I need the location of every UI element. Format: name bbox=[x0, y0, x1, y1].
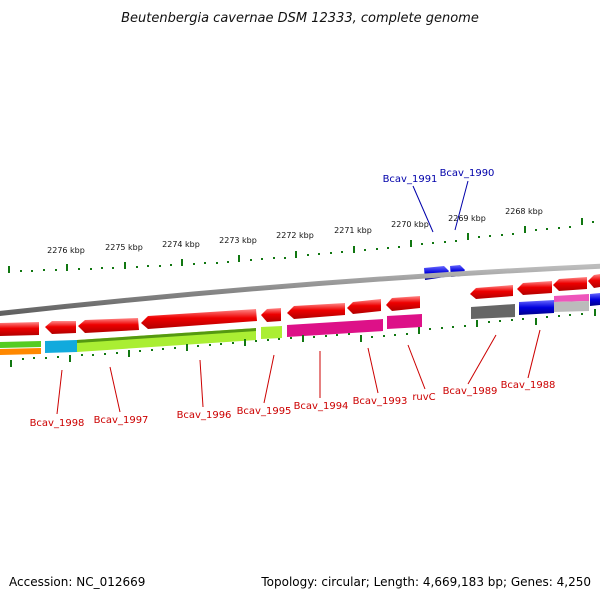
bar-magenta-b bbox=[387, 314, 422, 329]
kbp-label: 2273 kbp bbox=[219, 236, 257, 245]
gene-label[interactable]: Bcav_1988 bbox=[501, 380, 556, 391]
gene-labels-above: Bcav_1991 Bcav_1990 bbox=[383, 168, 495, 185]
kbp-label: 2276 kbp bbox=[47, 246, 85, 255]
gene-label[interactable]: Bcav_1993 bbox=[353, 396, 408, 407]
gene-bcav-1988-red-b[interactable] bbox=[553, 277, 587, 291]
kbp-label: 2268 kbp bbox=[505, 207, 543, 216]
bar-blue-edge bbox=[590, 293, 600, 306]
bar-cyan bbox=[45, 340, 77, 353]
kbp-label: 2272 kbp bbox=[276, 231, 314, 240]
scale-ticks-lower bbox=[10, 309, 596, 367]
bar-lime-edge bbox=[77, 328, 256, 343]
bar-grey bbox=[471, 304, 515, 319]
gene-ruvc-red[interactable] bbox=[386, 296, 420, 311]
gene-bcav-1997-red[interactable] bbox=[45, 321, 76, 334]
bar-pink bbox=[554, 294, 589, 302]
gene-label[interactable]: Bcav_1998 bbox=[30, 418, 85, 429]
gene-label[interactable]: Bcav_1995 bbox=[237, 406, 292, 417]
bar-orange-left bbox=[0, 348, 41, 355]
gene-bcav-1996-red-b[interactable] bbox=[141, 309, 257, 329]
function-bars bbox=[0, 293, 600, 355]
gene-label[interactable]: Bcav_1996 bbox=[177, 410, 232, 421]
bar-lime-b bbox=[261, 326, 282, 339]
accession-text: Accession: NC_012669 bbox=[9, 575, 145, 589]
bar-blue bbox=[519, 300, 554, 315]
kbp-label: 2271 kbp bbox=[334, 226, 372, 235]
bar-green-left bbox=[0, 341, 41, 348]
bar-magenta-a bbox=[287, 319, 383, 337]
scale-labels: 2276 kbp 2275 kbp 2274 kbp 2273 kbp 2272… bbox=[47, 207, 543, 255]
gene-bcav-1998[interactable] bbox=[0, 322, 39, 336]
gene-label[interactable]: Bcav_1991 bbox=[383, 174, 438, 185]
gene-label[interactable]: ruvC bbox=[412, 392, 435, 403]
gene-bcav-1988-red-a[interactable] bbox=[517, 281, 552, 295]
reverse-genes bbox=[0, 274, 600, 336]
leader-lines-below bbox=[56, 329, 541, 415]
leader-lines-above bbox=[412, 180, 469, 233]
gene-bcav-1996-red-a[interactable] bbox=[78, 318, 139, 333]
gene-label[interactable]: Bcav_1989 bbox=[443, 386, 498, 397]
kbp-label: 2270 kbp bbox=[391, 220, 429, 229]
gene-bcav-1993-red[interactable] bbox=[347, 299, 381, 314]
kbp-label: 2274 kbp bbox=[162, 240, 200, 249]
kbp-label: 2275 kbp bbox=[105, 243, 143, 252]
map-title: Beutenbergia cavernae DSM 12333, complet… bbox=[121, 11, 479, 26]
genome-backbone bbox=[0, 263, 600, 316]
gene-bcav-1994-red[interactable] bbox=[287, 303, 345, 319]
gene-label[interactable]: Bcav_1997 bbox=[94, 415, 149, 426]
topology-text: Topology: circular; Length: 4,669,183 bp… bbox=[260, 575, 591, 589]
gene-label[interactable]: Bcav_1994 bbox=[294, 401, 349, 412]
gene-labels-below: Bcav_1998 Bcav_1997 Bcav_1996 Bcav_1995 … bbox=[30, 380, 556, 429]
gene-label[interactable]: Bcav_1990 bbox=[440, 168, 495, 179]
gene-bcav-1989-red[interactable] bbox=[470, 285, 513, 299]
bar-light-grey bbox=[554, 301, 589, 312]
gene-bcav-1995-red[interactable] bbox=[261, 308, 281, 322]
kbp-label: 2269 kbp bbox=[448, 214, 486, 223]
gene-edge-red[interactable] bbox=[588, 274, 600, 288]
scale-ticks-upper bbox=[8, 218, 594, 273]
